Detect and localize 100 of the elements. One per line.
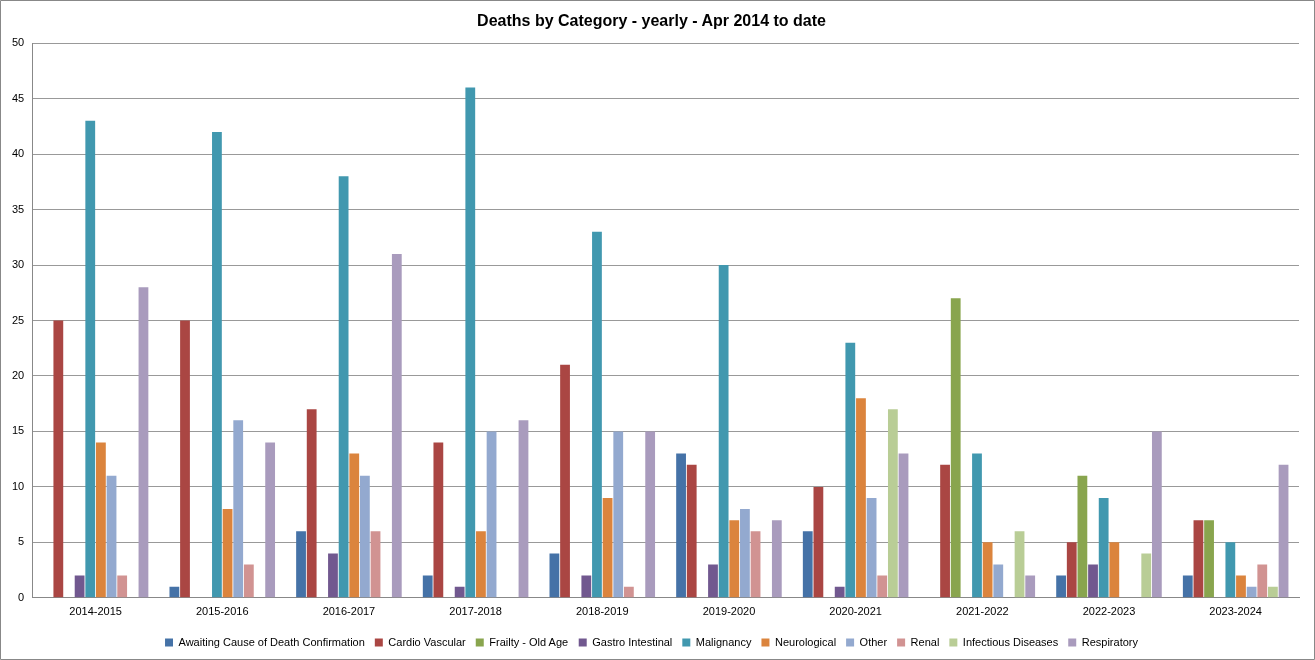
legend-label: Other xyxy=(859,635,888,648)
bar xyxy=(982,542,993,598)
legend-label: Frailty - Old Age xyxy=(489,635,569,648)
bar xyxy=(1025,575,1036,598)
bar xyxy=(1204,520,1214,598)
legend-label: Respiratory xyxy=(1081,635,1139,648)
x-tick-label: 2018-2019 xyxy=(575,605,629,618)
bar xyxy=(370,531,381,598)
bar xyxy=(645,431,656,598)
bar xyxy=(592,231,602,598)
y-tick-label: 0 xyxy=(18,590,25,603)
bar xyxy=(1088,564,1098,598)
legend-label: Malignancy xyxy=(695,635,752,648)
legend-label: Gastro Intestinal xyxy=(592,635,673,648)
bar xyxy=(972,453,982,598)
legend-label: Neurological xyxy=(774,635,837,648)
legend-label: Awaiting Cause of Death Confirmation xyxy=(178,635,365,648)
bar xyxy=(169,586,180,598)
bar xyxy=(53,320,64,598)
chart-title: Deaths by Category - yearly - Apr 2014 to date xyxy=(477,12,827,30)
bar xyxy=(993,564,1004,598)
bar xyxy=(1056,575,1066,598)
bar xyxy=(549,553,560,598)
bar xyxy=(433,442,444,598)
bar xyxy=(96,442,106,598)
y-tick-label: 20 xyxy=(11,368,25,381)
y-tick-label: 30 xyxy=(11,258,25,271)
bar xyxy=(676,453,686,598)
bar xyxy=(338,176,349,598)
bar xyxy=(138,287,149,598)
y-tick-label: 35 xyxy=(11,202,25,215)
bar xyxy=(391,253,402,598)
bar xyxy=(1225,542,1236,598)
bar xyxy=(898,453,909,598)
bar xyxy=(1077,475,1088,598)
x-tick-label: 2014-2015 xyxy=(69,605,122,618)
bar xyxy=(349,453,360,598)
bar xyxy=(465,87,476,598)
y-tick-label: 45 xyxy=(11,91,25,104)
y-tick-label: 5 xyxy=(18,535,25,548)
legend-label: Infectious Diseases xyxy=(962,635,1059,648)
bar xyxy=(1098,497,1109,598)
bar xyxy=(581,575,592,598)
bar xyxy=(718,265,729,598)
bar xyxy=(233,420,244,598)
bar xyxy=(1236,575,1246,598)
bar xyxy=(940,464,950,598)
bar xyxy=(1246,586,1257,598)
bar xyxy=(1151,431,1162,598)
bar xyxy=(476,531,486,598)
bar xyxy=(950,298,961,598)
bar xyxy=(1109,542,1120,598)
bar xyxy=(328,553,338,598)
bar xyxy=(877,575,888,598)
bar xyxy=(117,575,128,598)
bar xyxy=(740,509,750,598)
y-tick-label: 40 xyxy=(11,147,25,160)
bar xyxy=(1268,586,1278,598)
bar xyxy=(74,575,85,598)
bar xyxy=(802,531,813,598)
x-tick-label: 2017-2018 xyxy=(449,605,502,618)
bar xyxy=(1066,542,1077,598)
y-tick-label: 25 xyxy=(11,313,25,326)
bar xyxy=(834,586,845,598)
bar xyxy=(602,497,613,598)
bar xyxy=(222,509,233,598)
bar xyxy=(1278,464,1289,598)
x-tick-label: 2015-2016 xyxy=(195,605,249,618)
bar xyxy=(306,409,317,598)
bar xyxy=(243,564,254,598)
bar xyxy=(518,420,529,598)
bar xyxy=(887,409,898,598)
bar xyxy=(750,531,761,598)
x-tick-label: 2021-2022 xyxy=(956,605,1009,618)
y-tick-label: 10 xyxy=(11,479,25,492)
bar xyxy=(212,131,222,598)
bar xyxy=(422,575,433,598)
bar xyxy=(1141,553,1152,598)
bar xyxy=(623,586,634,598)
y-tick-label: 50 xyxy=(11,36,25,49)
bar xyxy=(106,475,117,598)
legend-label: Renal xyxy=(910,635,940,648)
bar xyxy=(560,364,570,598)
bar xyxy=(686,464,697,598)
bar xyxy=(486,431,497,598)
bar xyxy=(265,442,276,598)
bar xyxy=(845,342,856,598)
bar xyxy=(296,531,306,598)
bar xyxy=(866,497,877,598)
bar xyxy=(813,486,824,598)
x-tick-label: 2023-2024 xyxy=(1209,605,1262,618)
x-tick-label: 2022-2023 xyxy=(1082,605,1136,618)
bar xyxy=(729,520,740,598)
bar xyxy=(85,120,96,598)
bar xyxy=(180,320,190,598)
bar xyxy=(1193,520,1204,598)
y-tick-label: 15 xyxy=(11,424,25,437)
bar xyxy=(613,431,624,598)
bar xyxy=(1182,575,1193,598)
x-tick-label: 2019-2020 xyxy=(702,605,756,618)
